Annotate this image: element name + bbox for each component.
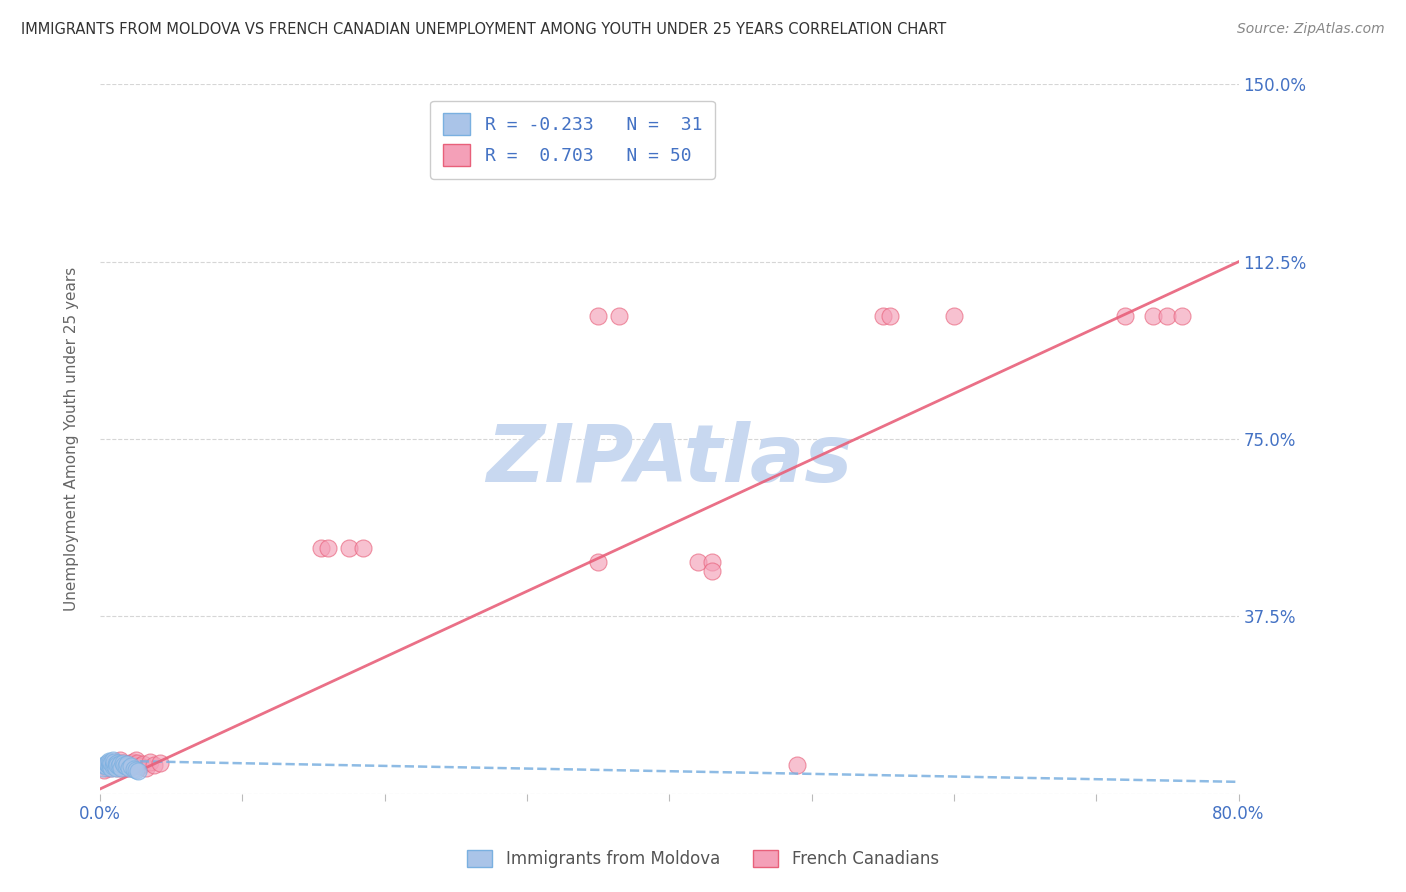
Point (108, 757, 131, 772)
Point (1142, 309, 1164, 323)
Point (786, 758, 808, 772)
Point (105, 756, 128, 770)
Text: Source: ZipAtlas.com: Source: ZipAtlas.com (1237, 22, 1385, 37)
Point (108, 753, 131, 767)
Legend: Immigrants from Moldova, French Canadians: Immigrants from Moldova, French Canadian… (461, 843, 945, 875)
Point (352, 541, 374, 555)
Point (103, 759, 125, 773)
Point (100, 761, 122, 775)
Legend: R = -0.233   N =  31, R =  0.703   N = 50: R = -0.233 N = 31, R = 0.703 N = 50 (430, 101, 714, 179)
Point (139, 755, 162, 769)
Point (122, 762, 145, 776)
Point (124, 763, 146, 777)
Point (118, 756, 141, 770)
Point (125, 756, 148, 770)
Point (114, 759, 136, 773)
Point (98, 755, 121, 769)
Point (686, 555, 709, 569)
Point (128, 759, 150, 773)
Point (1170, 309, 1192, 323)
Point (111, 756, 134, 770)
Point (872, 309, 894, 323)
Y-axis label: Unemployment Among Youth under 25 years: Unemployment Among Youth under 25 years (65, 267, 79, 611)
Point (122, 758, 145, 772)
Point (96, 756, 118, 770)
Point (112, 758, 135, 772)
Point (104, 757, 127, 772)
Point (117, 761, 139, 775)
Point (114, 759, 136, 773)
Point (110, 761, 132, 775)
Point (609, 309, 631, 323)
Point (124, 753, 146, 767)
Point (103, 756, 125, 770)
Point (100, 761, 122, 775)
Point (120, 759, 142, 773)
Point (101, 759, 124, 773)
Text: IMMIGRANTS FROM MOLDOVA VS FRENCH CANADIAN UNEMPLOYMENT AMONG YOUTH UNDER 25 YEA: IMMIGRANTS FROM MOLDOVA VS FRENCH CANADI… (21, 22, 946, 37)
Point (97, 759, 120, 773)
Point (700, 555, 723, 569)
Point (104, 758, 127, 772)
Point (93, 763, 115, 777)
Point (586, 309, 609, 323)
Point (104, 761, 127, 775)
Point (121, 755, 143, 769)
Point (97, 754, 120, 768)
Point (120, 759, 142, 773)
Point (115, 757, 138, 772)
Point (105, 758, 128, 772)
Point (110, 761, 132, 775)
Point (942, 309, 965, 323)
Point (127, 764, 149, 778)
Point (586, 555, 609, 569)
Point (1114, 309, 1136, 323)
Point (91, 761, 114, 775)
Point (97, 759, 120, 773)
Point (103, 755, 125, 769)
Point (98, 758, 121, 772)
Point (101, 753, 124, 767)
Point (309, 541, 332, 555)
Point (101, 757, 124, 772)
Point (337, 541, 360, 555)
Point (105, 761, 128, 775)
Point (316, 541, 339, 555)
Point (135, 761, 157, 775)
Point (100, 756, 122, 770)
Point (879, 309, 901, 323)
Point (96, 761, 118, 775)
Point (132, 757, 155, 772)
Point (143, 758, 166, 772)
Point (103, 758, 125, 772)
Point (107, 759, 129, 773)
Text: ZIPAtlas: ZIPAtlas (486, 421, 852, 500)
Point (1156, 309, 1178, 323)
Point (149, 756, 172, 770)
Point (94, 759, 117, 773)
Point (98, 758, 121, 772)
Point (111, 756, 134, 770)
Point (96, 757, 118, 772)
Point (117, 761, 139, 775)
Point (700, 565, 723, 579)
Point (108, 759, 131, 773)
Point (112, 758, 135, 772)
Point (107, 758, 129, 772)
Point (115, 757, 138, 772)
Point (93, 758, 115, 772)
Point (105, 755, 128, 769)
